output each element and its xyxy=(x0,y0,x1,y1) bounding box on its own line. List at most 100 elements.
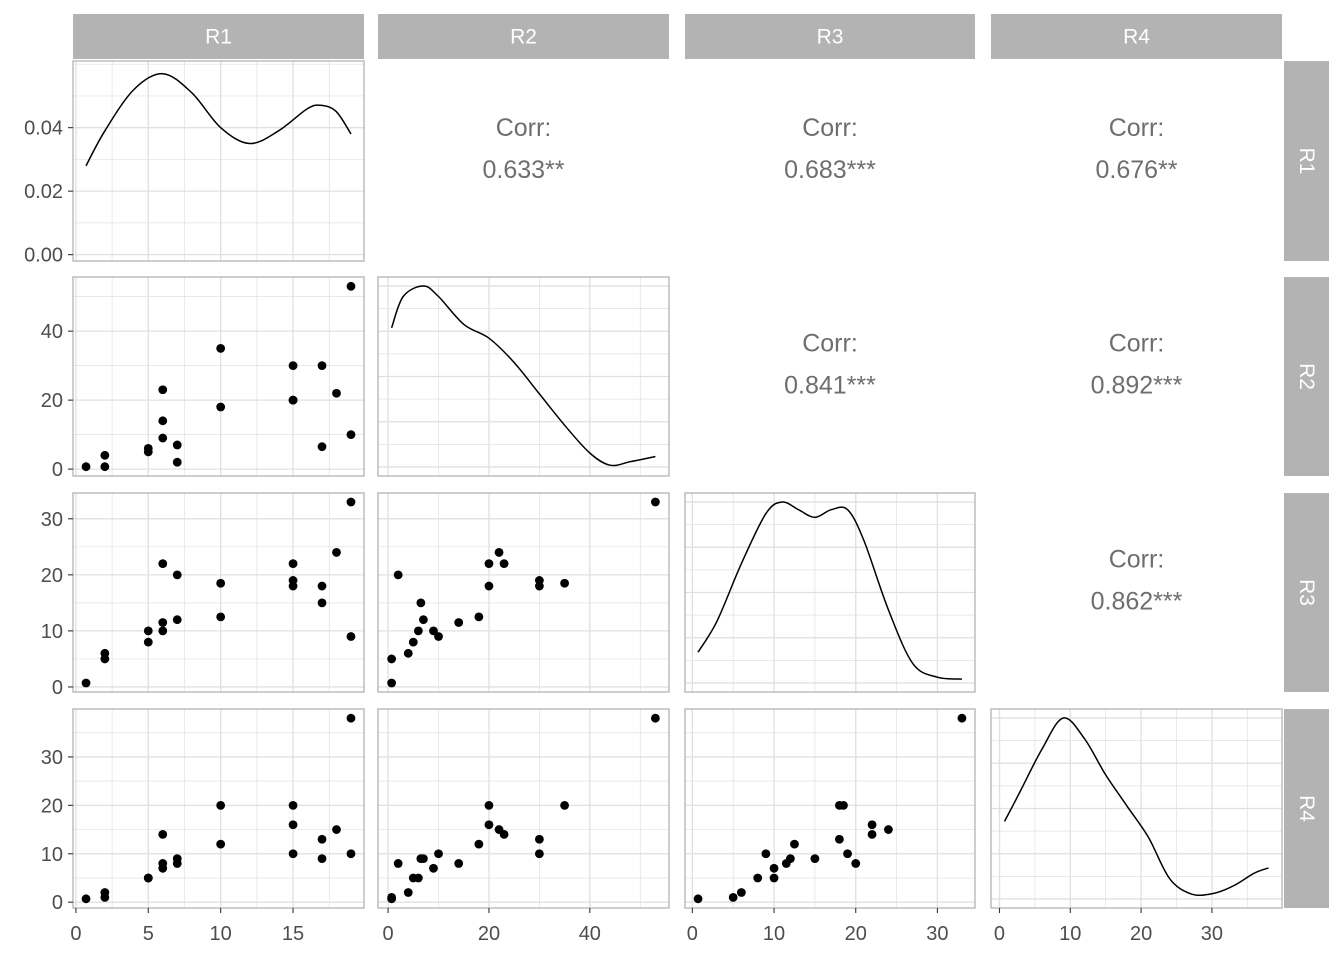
scatter-point xyxy=(317,598,327,608)
scatter-point xyxy=(158,559,168,569)
scatter-point xyxy=(216,800,226,810)
scatter-point xyxy=(158,830,168,839)
x-tick-label: 0 xyxy=(994,923,1005,945)
scatter-point xyxy=(288,849,298,859)
panel-background xyxy=(378,493,669,692)
scatter-point xyxy=(454,618,464,627)
scatter-point xyxy=(172,440,182,450)
scatter-point xyxy=(769,873,779,883)
scatter-point xyxy=(484,800,494,810)
strip-right-label: R4 xyxy=(1295,795,1318,822)
scatter-point xyxy=(172,615,182,625)
scatter-point xyxy=(81,678,91,688)
scatter-point xyxy=(346,281,356,291)
panel-border xyxy=(72,492,365,693)
scatter-point xyxy=(317,854,327,864)
y-tick-label: 30 xyxy=(41,509,63,531)
strip-top-label: R2 xyxy=(510,26,537,49)
scatter-point xyxy=(650,713,660,723)
y-tick-label: 20 xyxy=(41,795,63,817)
density-line-r1 xyxy=(85,72,352,167)
scatter-point xyxy=(332,388,341,398)
scatter-point xyxy=(387,654,397,664)
strip-top-label: R1 xyxy=(205,26,232,49)
scatter-point xyxy=(413,873,423,883)
scatter-point xyxy=(317,361,327,371)
scatter-point xyxy=(403,648,413,658)
scatter-point xyxy=(346,497,356,507)
panel-r4-r3 xyxy=(685,709,975,908)
scatter-point xyxy=(387,892,397,902)
y-tick-label: 20 xyxy=(41,565,63,587)
scatter-point xyxy=(429,863,438,873)
scatter-point xyxy=(454,859,464,868)
panel-r3-r3 xyxy=(685,493,975,692)
scatter-point xyxy=(143,626,153,636)
scatter-point xyxy=(867,820,877,830)
x-tick-label: 30 xyxy=(1201,923,1223,945)
y-tick-label: 0 xyxy=(52,892,63,914)
x-tick-label: 10 xyxy=(763,923,785,945)
strip-top-r2 xyxy=(378,14,669,59)
y-tick-label: 0.04 xyxy=(24,118,63,140)
scatter-point xyxy=(650,497,660,507)
x-tick-label: 20 xyxy=(478,923,500,945)
strip-right-r2 xyxy=(1284,277,1329,476)
x-tick-label: 20 xyxy=(1130,923,1152,945)
y-tick-label: 0 xyxy=(52,677,63,699)
panel-r4-r1 xyxy=(73,709,364,908)
scatter-point xyxy=(346,632,356,641)
scatter-point xyxy=(785,854,795,864)
panel-r2-r1 xyxy=(73,277,364,476)
panel-border xyxy=(72,708,365,909)
panel-border xyxy=(377,708,670,909)
panel-border xyxy=(990,708,1283,909)
scatter-point xyxy=(884,825,893,834)
scatter-point xyxy=(413,626,423,636)
scatter-point xyxy=(499,559,509,569)
strip-right-r4 xyxy=(1284,709,1329,908)
scatter-point xyxy=(484,581,494,591)
corr-label: Corr: xyxy=(802,114,858,142)
scatter-point xyxy=(387,678,397,688)
panel-r2-r2 xyxy=(378,277,669,476)
y-tick-label: 20 xyxy=(41,390,63,412)
panel-r4-r4 xyxy=(991,709,1282,908)
scatter-point xyxy=(216,839,226,849)
scatter-point xyxy=(416,598,426,608)
scatter-point xyxy=(172,859,182,868)
scatter-point xyxy=(534,834,544,844)
strip-top-r1 xyxy=(73,14,364,59)
scatter-point xyxy=(216,343,226,353)
scatter-point xyxy=(81,894,91,904)
scatter-point xyxy=(834,800,844,810)
scatter-point xyxy=(843,849,852,859)
scatter-point xyxy=(560,578,570,588)
x-tick-label: 15 xyxy=(282,923,304,945)
scatter-point xyxy=(790,839,799,849)
scatter-point xyxy=(494,825,504,834)
y-tick-label: 0 xyxy=(52,459,63,481)
scatter-point xyxy=(728,892,738,902)
y-tick-label: 0.00 xyxy=(24,245,63,267)
panel-r3-r2 xyxy=(378,493,669,692)
scatter-point xyxy=(158,626,168,636)
scatter-point xyxy=(474,612,484,622)
corr-value: 0.892*** xyxy=(1091,372,1183,400)
panel-background xyxy=(73,277,364,476)
scatter-point xyxy=(346,849,356,859)
scatter-point xyxy=(158,433,168,443)
y-tick-label: 30 xyxy=(41,747,63,769)
scatter-point xyxy=(288,581,298,591)
scatter-point xyxy=(288,395,298,405)
scatter-point xyxy=(957,713,967,723)
scatter-point xyxy=(172,457,182,467)
panel-r3-r1 xyxy=(73,493,364,692)
panel-r4-r2 xyxy=(378,709,669,908)
strip-top-r4 xyxy=(991,14,1282,59)
scatter-point xyxy=(100,888,110,897)
scatter-point xyxy=(408,637,418,647)
scatter-point xyxy=(393,570,403,580)
scatter-point xyxy=(534,849,544,859)
